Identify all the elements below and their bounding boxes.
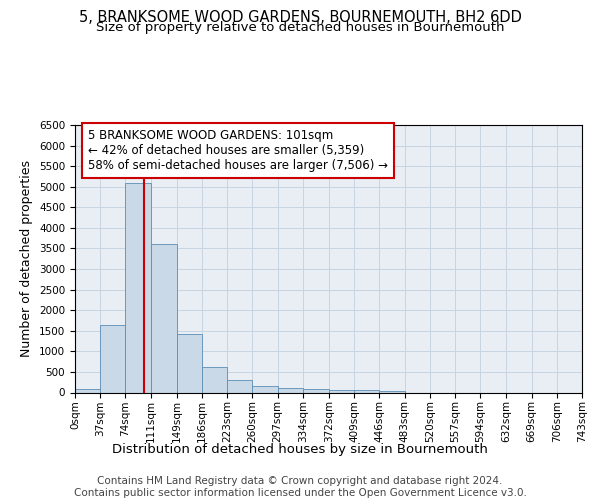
Bar xyxy=(329,390,354,392)
Bar xyxy=(379,391,404,392)
Bar xyxy=(227,380,253,392)
Bar xyxy=(253,386,278,392)
Bar xyxy=(354,390,379,392)
Text: Contains HM Land Registry data © Crown copyright and database right 2024.
Contai: Contains HM Land Registry data © Crown c… xyxy=(74,476,526,498)
Text: 5, BRANKSOME WOOD GARDENS, BOURNEMOUTH, BH2 6DD: 5, BRANKSOME WOOD GARDENS, BOURNEMOUTH, … xyxy=(79,10,521,25)
Bar xyxy=(303,390,329,392)
Bar xyxy=(278,388,303,392)
Bar xyxy=(125,184,151,392)
Bar xyxy=(151,244,176,392)
Y-axis label: Number of detached properties: Number of detached properties xyxy=(20,160,34,357)
Bar xyxy=(75,390,100,392)
Text: Size of property relative to detached houses in Bournemouth: Size of property relative to detached ho… xyxy=(96,21,504,34)
Bar xyxy=(202,367,227,392)
Text: 5 BRANKSOME WOOD GARDENS: 101sqm
← 42% of detached houses are smaller (5,359)
58: 5 BRANKSOME WOOD GARDENS: 101sqm ← 42% o… xyxy=(88,129,388,172)
Bar xyxy=(100,324,125,392)
Text: Distribution of detached houses by size in Bournemouth: Distribution of detached houses by size … xyxy=(112,442,488,456)
Bar xyxy=(176,334,202,392)
